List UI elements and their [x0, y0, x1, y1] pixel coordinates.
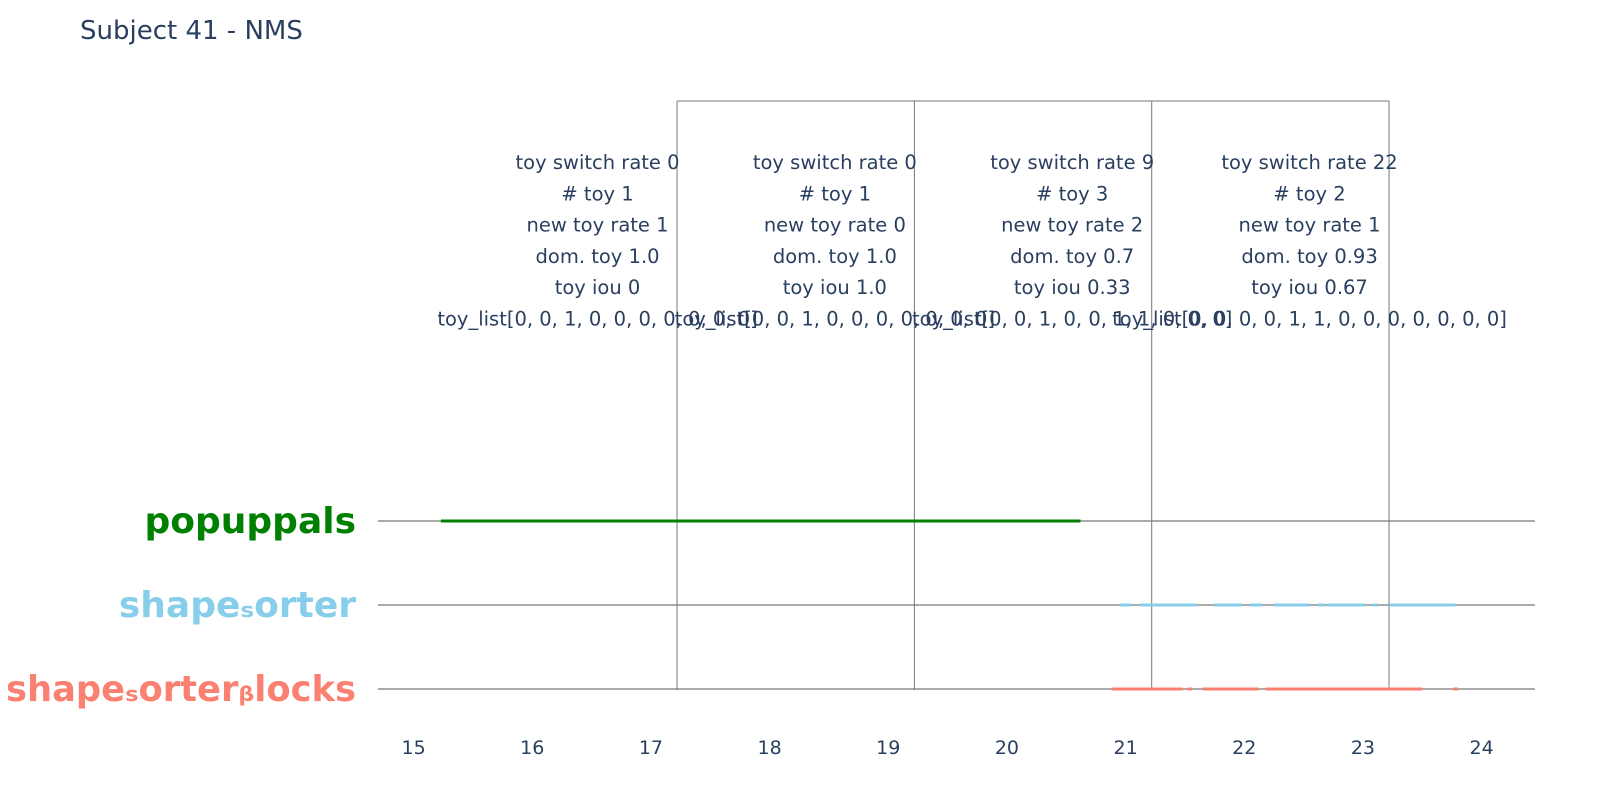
window-annotation-line: new toy rate 1 [527, 214, 669, 237]
x-tick-label: 21 [1114, 737, 1138, 759]
window-annotation-line: toy_list[0, 0, 1, 0, 0, 1, 1, 0, 0, 0] [912, 308, 1232, 331]
x-tick-label: 23 [1351, 737, 1375, 759]
window-annotation-line: toy switch rate 0 [753, 151, 917, 174]
window-annotation-line: dom. toy 1.0 [536, 245, 660, 268]
x-tick-label: 20 [995, 737, 1019, 759]
window-annotation-line: dom. toy 0.7 [1010, 245, 1134, 268]
window-boxes [676, 100, 1390, 690]
x-tick-label: 16 [520, 737, 544, 759]
window-annotation-line: # toy 1 [799, 182, 871, 205]
window-annotation-line: # toy 1 [561, 182, 633, 205]
row-labels: popuppals shapeₛorter shapeₛorterᵦlocks [6, 501, 356, 710]
window-annotation-line: toy_list[0, 0, 0, 0, 1, 1, 0, 0, 0, 0, 0… [1112, 308, 1507, 331]
window-annotation-line: dom. toy 0.93 [1241, 245, 1377, 268]
x-tick-label: 24 [1470, 737, 1494, 759]
window-annotation-line: toy switch rate 22 [1221, 151, 1397, 174]
row-label: shapeₛorterᵦlocks [6, 669, 356, 710]
window-annotation-line: new toy rate 1 [1239, 214, 1381, 237]
x-axis-ticks: 15 16 17 18 19 20 21 22 23 24 [402, 737, 1494, 759]
window-annotation-line: toy switch rate 9 [990, 151, 1154, 174]
window-annotation-line: toy_list[0, 0, 1, 0, 0, 0, 0, 0, 0, 0] [675, 308, 995, 331]
window-annotation-line: toy switch rate 0 [516, 151, 680, 174]
x-tick-label: 15 [402, 737, 426, 759]
toy-segments [440, 519, 1458, 691]
window-annotation-line: # toy 2 [1273, 182, 1345, 205]
window-annotation-line: toy iou 0 [555, 276, 641, 299]
window-annotation-line: # toy 3 [1036, 182, 1108, 205]
window-annotation-line: toy iou 0.33 [1014, 276, 1131, 299]
window-annotation-line: new toy rate 2 [1001, 214, 1143, 237]
window-annotations: toy switch rate 0 # toy 1 new toy rate 1 do… [437, 151, 1507, 331]
window-annotation-line: toy iou 1.0 [783, 276, 887, 299]
window-annotation-line: toy_list[0, 0, 1, 0, 0, 0, 0, 0, 0, 0] [437, 308, 757, 331]
x-tick-label: 22 [1232, 737, 1256, 759]
x-tick-label: 18 [758, 737, 782, 759]
x-tick-label: 19 [876, 737, 900, 759]
window-annotation-line: toy iou 0.67 [1251, 276, 1368, 299]
window-annotation-line: dom. toy 1.0 [773, 245, 897, 268]
chart-title: Subject 41 - NMS [80, 16, 303, 46]
x-tick-label: 17 [639, 737, 663, 759]
row-label: shapeₛorter [119, 585, 356, 626]
window-annotation-line: new toy rate 0 [764, 214, 906, 237]
row-label: popuppals [145, 501, 357, 542]
